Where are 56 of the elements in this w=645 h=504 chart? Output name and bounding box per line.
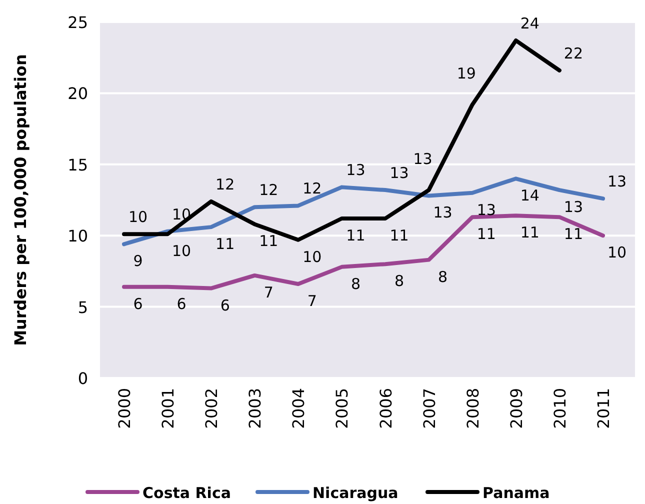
data-label: 13 bbox=[476, 200, 496, 219]
data-label: 13 bbox=[413, 150, 432, 168]
y-axis-title: Murders per 100,000 population bbox=[11, 54, 30, 346]
x-tick-label: 2001 bbox=[158, 388, 178, 429]
data-label: 6 bbox=[133, 294, 143, 313]
data-label: 10 bbox=[172, 242, 192, 260]
data-label: 13 bbox=[346, 161, 366, 180]
legend-label: Panama bbox=[482, 484, 550, 502]
data-label: 12 bbox=[302, 180, 322, 198]
data-label: 12 bbox=[216, 175, 235, 194]
x-tick-label: 2007 bbox=[420, 388, 439, 429]
data-label: 24 bbox=[520, 14, 540, 33]
y-tick-label: 15 bbox=[68, 155, 88, 174]
y-tick-label: 10 bbox=[68, 226, 88, 246]
data-label: 10 bbox=[302, 248, 322, 266]
data-label: 22 bbox=[564, 44, 583, 62]
data-label: 8 bbox=[394, 272, 404, 290]
data-label: 9 bbox=[133, 252, 143, 270]
legend-label: Nicaragua bbox=[312, 484, 398, 502]
y-tick-label: 25 bbox=[68, 13, 88, 32]
data-label: 12 bbox=[259, 181, 278, 200]
data-label: 11 bbox=[259, 232, 278, 250]
data-label: 11 bbox=[346, 226, 366, 245]
legend-label: Costa Rica bbox=[142, 484, 231, 502]
data-label: 7 bbox=[307, 292, 317, 310]
x-tick-label: 2004 bbox=[289, 388, 308, 429]
data-label: 6 bbox=[220, 296, 230, 314]
data-label: 11 bbox=[476, 225, 496, 244]
x-tick-label: 2008 bbox=[463, 388, 482, 429]
data-label: 11 bbox=[390, 226, 409, 245]
data-label: 13 bbox=[564, 198, 583, 216]
data-label: 19 bbox=[456, 64, 476, 83]
data-label: 8 bbox=[438, 268, 448, 286]
data-label: 11 bbox=[216, 235, 235, 254]
y-tick-label: 0 bbox=[78, 369, 88, 388]
x-tick-label: 2010 bbox=[550, 388, 570, 429]
data-label: 10 bbox=[607, 244, 627, 262]
y-tick-label: 20 bbox=[68, 84, 88, 104]
x-tick-label: 2011 bbox=[594, 388, 613, 429]
data-label: 7 bbox=[264, 283, 274, 302]
data-label: 11 bbox=[564, 225, 583, 244]
data-label: 13 bbox=[607, 172, 627, 191]
x-tick-label: 2009 bbox=[506, 388, 526, 429]
data-label: 6 bbox=[176, 294, 186, 313]
data-label: 11 bbox=[520, 224, 540, 242]
data-label: 13 bbox=[433, 204, 452, 222]
data-label: 8 bbox=[350, 274, 360, 293]
x-tick-label: 2000 bbox=[115, 388, 134, 429]
x-tick-label: 2003 bbox=[246, 388, 265, 429]
x-tick-label: 2006 bbox=[376, 388, 396, 429]
y-tick-label: 5 bbox=[78, 298, 88, 317]
x-tick-label: 2005 bbox=[332, 388, 352, 429]
data-label: 14 bbox=[520, 186, 540, 205]
data-label: 13 bbox=[390, 164, 409, 182]
x-tick-label: 2002 bbox=[202, 388, 222, 429]
data-label: 10 bbox=[128, 208, 148, 226]
